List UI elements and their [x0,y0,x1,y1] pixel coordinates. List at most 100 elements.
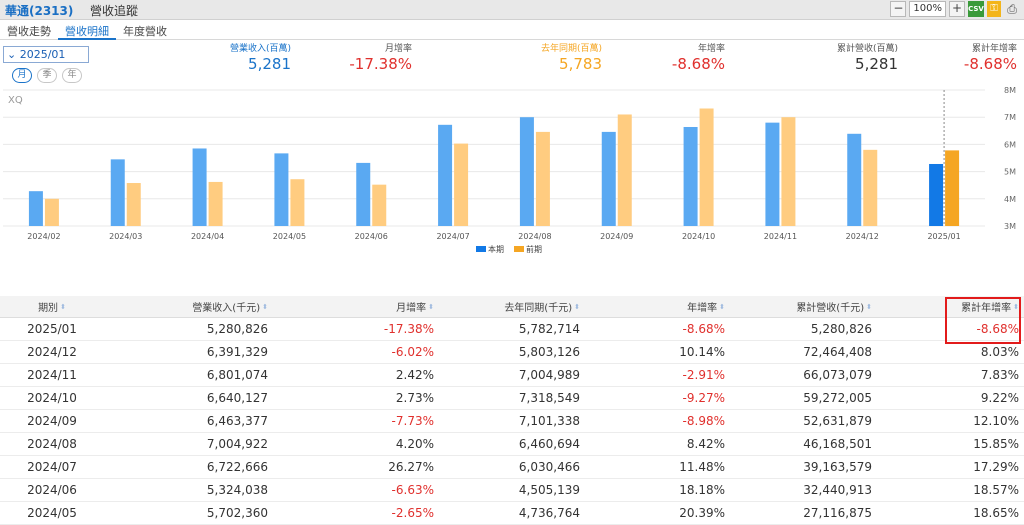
cell-last-year: 4,505,139 [518,483,580,497]
tab-revenue-trend[interactable]: 營收走勢 [7,25,51,38]
table-row[interactable]: 2024/10 6,640,127 2.73% 7,318,549 -9.27% 59,2… [0,387,1024,410]
cell-period: 2024/08 [27,437,77,451]
cell-last-year: 7,318,549 [518,391,580,405]
table-row[interactable]: 2024/05 5,702,360 -2.65% 4,736,764 20.39% 27,… [0,502,1024,525]
bar-previous [208,181,223,226]
stat-last-year: 去年同期(百萬) 5,783 [541,41,602,73]
cell-mom: 26.27% [388,460,434,474]
cell-cumulative-yoy: 7.83% [980,368,1019,382]
cell-revenue: 5,280,826 [206,322,268,336]
stat-mom: 月增率 -17.38% [349,41,412,73]
header-last-year[interactable]: 去年同期(千元) ⬍ [504,302,580,315]
cell-yoy: -8.98% [682,414,725,428]
bar-previous [290,179,305,226]
header-cumulative-yoy[interactable]: 累計年增率 ⬍ [961,302,1019,315]
header-period[interactable]: 期別 ⬍ [38,302,66,315]
x-tick-label: 2024/05 [273,232,306,241]
bar-current [683,126,698,226]
sort-icon: ⬍ [1013,302,1019,311]
date-select[interactable]: ⌄ 2025/01 [3,46,89,63]
plus-icon[interactable]: + [949,1,965,17]
header-revenue[interactable]: 營業收入(千元) ⬍ [192,302,268,315]
bar-current [274,153,289,226]
header-mom[interactable]: 月增率 ⬍ [396,302,434,315]
pill-quarter[interactable]: 季 [37,68,57,83]
bar-previous [44,198,59,226]
cell-cumulative-yoy: 18.57% [973,483,1019,497]
x-tick-label: 2024/09 [600,232,633,241]
legend-label: 本期 [488,244,504,254]
stat-value: 5,281 [855,55,898,73]
cell-last-year: 6,460,694 [518,437,580,451]
cell-period: 2024/05 [27,506,77,520]
pill-month[interactable]: 月 [12,68,32,83]
cell-yoy: -8.68% [682,322,725,336]
cell-mom: -2.65% [391,506,434,520]
cell-yoy: 8.42% [686,437,725,451]
stat-value: 5,281 [248,55,291,73]
bar-current [519,117,534,226]
tab-annual-revenue[interactable]: 年度營收 [123,25,167,38]
cell-yoy: -2.91% [682,368,725,382]
date-select-value: 2025/01 [19,48,66,61]
cell-last-year: 7,004,989 [518,368,580,382]
cell-period: 2024/11 [27,368,77,382]
bar-previous [863,149,878,226]
cell-mom: 2.73% [395,391,434,405]
y-tick-label: 7M [1004,113,1016,122]
sort-icon: ⬍ [428,302,434,311]
bar-current [192,148,207,226]
bar-current [601,131,616,226]
lock-icon[interactable]: ⚿ [987,1,1001,17]
bar-previous [945,150,960,226]
sort-icon: ⬍ [866,302,872,311]
sort-icon: ⬍ [262,302,268,311]
cell-cumulative: 72,464,408 [803,345,872,359]
tab-revenue-detail[interactable]: 營收明細 [58,21,116,40]
period-pills: 月 季 年 [12,68,82,83]
bar-previous [372,184,387,226]
cell-revenue: 5,324,038 [206,483,268,497]
stat-label: 累計年增率 [971,44,1017,54]
cell-revenue: 6,391,329 [206,345,268,359]
cell-period: 2025/01 [27,322,77,336]
table-row[interactable]: 2024/09 6,463,377 -7.73% 7,101,338 -8.98% 52,… [0,410,1024,433]
x-tick-label: 2024/10 [682,232,715,241]
table-row[interactable]: 2024/07 6,722,666 26.27% 6,030,466 11.48% 39,… [0,456,1024,479]
cell-mom: -6.02% [391,345,434,359]
bar-previous [699,108,714,226]
minus-icon[interactable]: − [890,1,907,17]
header-cumulative[interactable]: 累計營收(千元) ⬍ [796,302,872,315]
cell-revenue: 6,463,377 [206,414,268,428]
cell-mom: -7.73% [391,414,434,428]
stat-yoy: 年增率 -8.68% [672,41,725,73]
bar-current [356,162,371,226]
cell-last-year: 4,736,764 [518,506,580,520]
cell-cumulative: 5,280,826 [810,322,872,336]
bar-previous [781,117,796,226]
pill-year[interactable]: 年 [62,68,82,83]
table-row[interactable]: 2025/01 5,280,826 -17.38% 5,782,714 -8.68% 5,… [0,318,1024,341]
print-icon[interactable]: ⎙ [1007,2,1017,16]
cell-cumulative: 27,116,875 [803,506,872,520]
table-row[interactable]: 2024/06 5,324,038 -6.63% 4,505,139 18.18% 32,… [0,479,1024,502]
x-tick-label: 2024/11 [764,232,797,241]
toolbar: − 100% + CSV ⚿ ⎙ [890,1,1020,17]
bar-current [929,163,944,226]
cell-mom: -6.63% [391,483,434,497]
cell-period: 2024/07 [27,460,77,474]
table-row[interactable]: 2024/12 6,391,329 -6.02% 5,803,126 10.14% 72,… [0,341,1024,364]
header-yoy[interactable]: 年增率 ⬍ [687,302,725,315]
table-row[interactable]: 2024/11 6,801,074 2.42% 7,004,989 -2.91% 66,0… [0,364,1024,387]
y-tick-label: 4M [1004,195,1016,204]
csv-icon[interactable]: CSV [968,1,984,17]
stat-value: 5,783 [559,55,602,73]
title-bar: 華通(2313) 營收追蹤 − 100% + CSV ⚿ ⎙ [0,0,1024,20]
table-row[interactable]: 2024/08 7,004,922 4.20% 6,460,694 8.42% 46,16… [0,433,1024,456]
x-tick-label: 2024/06 [355,232,388,241]
x-tick-label: 2024/03 [109,232,142,241]
revenue-table: 期別 ⬍ 營業收入(千元) ⬍ 月增率 ⬍ 去年同期(千元) ⬍ 年增率 ⬍ 累計營收(千… [0,296,1024,525]
cell-period: 2024/10 [27,391,77,405]
bar-previous [454,143,469,226]
cell-yoy: 10.14% [679,345,725,359]
